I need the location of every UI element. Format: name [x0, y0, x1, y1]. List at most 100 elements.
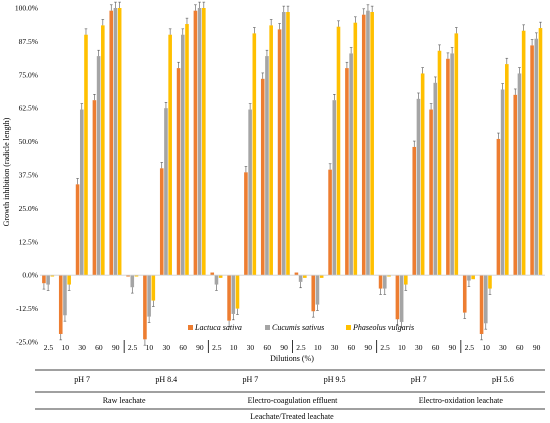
bar: [471, 275, 475, 280]
x-tick-label: 90: [280, 343, 288, 352]
bar: [265, 56, 269, 276]
bar: [517, 73, 522, 276]
bar: [315, 275, 320, 305]
x-tick-label: 2.5: [465, 343, 475, 352]
x-tick-label: 2.5: [212, 343, 222, 352]
bar: [244, 172, 248, 276]
bar: [479, 275, 484, 334]
bar: [513, 94, 518, 276]
bar: [429, 109, 433, 276]
bar: [269, 25, 273, 276]
bar: [534, 38, 539, 276]
bar: [378, 275, 383, 289]
ph-label: pH 7: [411, 375, 427, 384]
y-axis-ticks: 100.0% 87.5% 75.0% 62.5% 50.0% 37.5% 25.0% 12.5…: [15, 4, 38, 347]
x-tick-label: 10: [62, 343, 70, 352]
y-tick-label: 0.0%: [22, 271, 38, 280]
y-tick-label: -12.5%: [16, 304, 38, 313]
x-tick-label: 90: [365, 343, 373, 352]
bar: [92, 100, 97, 276]
bar: [164, 108, 168, 276]
bar: [412, 146, 417, 276]
bar: [467, 275, 471, 281]
x-tick-label: 90: [533, 343, 541, 352]
bar: [505, 64, 509, 276]
y-tick-label: 100.0%: [15, 4, 38, 13]
x-tick-label: 60: [95, 343, 103, 352]
bar: [147, 275, 151, 317]
ph-label: pH 9.5: [324, 375, 346, 384]
y-tick-label: 50.0%: [19, 137, 38, 146]
bar: [332, 100, 337, 276]
bar: [286, 12, 290, 276]
bar: [277, 29, 282, 276]
bar: [210, 272, 215, 276]
bar: [134, 275, 139, 277]
x-tick-label: 10: [146, 343, 154, 352]
bar: [395, 275, 400, 320]
bar: [50, 275, 55, 277]
bar: [113, 8, 118, 276]
x-tick-label: 2.5: [128, 343, 138, 352]
x-tick-label: 30: [247, 343, 255, 352]
bar: [416, 98, 421, 276]
bar: [231, 275, 236, 314]
bar: [235, 275, 240, 309]
treatment-labels: Raw leachate Electro-coagulation effluent…: [35, 391, 545, 405]
bar: [248, 109, 252, 276]
x-tick-label: 60: [432, 343, 440, 352]
bar: [303, 275, 307, 278]
bottom-title: Leachate/Treated leachate: [250, 412, 334, 421]
bar: [176, 68, 181, 276]
bar: [202, 8, 206, 276]
bar: [109, 10, 114, 276]
bar: [349, 53, 353, 276]
bar: [193, 10, 198, 276]
x-tick-label: 30: [78, 343, 86, 352]
bar: [530, 45, 534, 276]
x-tick-label: 10: [230, 343, 238, 352]
bar: [361, 14, 366, 276]
x-tick-label: 60: [264, 343, 272, 352]
bar: [462, 275, 467, 313]
x-tick-label: 90: [196, 343, 204, 352]
bar: [454, 33, 459, 276]
bar: [218, 275, 223, 278]
bars-layer: [42, 1, 543, 346]
bar: [75, 184, 80, 276]
x-tick-label: 90: [112, 343, 120, 352]
y-tick-label: 25.0%: [19, 204, 38, 213]
bar: [260, 78, 265, 276]
y-axis-title-group: Growth inhibition (radicle length): [2, 117, 11, 226]
treatment-label: Electro-coagulation effluent: [248, 396, 339, 405]
x-tick-label: 10: [314, 343, 322, 352]
x-tick-label: 10: [398, 343, 406, 352]
bar: [143, 275, 147, 340]
legend-label: Phaseolus vulgaris: [352, 323, 414, 332]
ph-label: pH 8.4: [155, 375, 177, 384]
bar: [336, 26, 341, 276]
x-tick-label: 60: [179, 343, 187, 352]
bar: [387, 275, 391, 277]
bar: [496, 138, 501, 276]
treatment-label: Electro-oxidation leachate: [419, 396, 504, 405]
x-tick-label: 10: [482, 343, 490, 352]
bar: [450, 53, 454, 276]
x-axis-tick-labels: 2.5 10 30 60 90 2.5 10 30 60 90 2.5 10 30 60 90 2.5 10 30…: [44, 340, 541, 353]
y-tick-label: 62.5%: [19, 104, 38, 113]
bar: [151, 275, 156, 301]
legend-swatch: [265, 325, 270, 330]
x-tick-label: 90: [449, 343, 457, 352]
x-tick-label: 60: [516, 343, 524, 352]
bar: [252, 33, 257, 276]
bar: [370, 12, 374, 276]
x-tick-label: 2.5: [44, 343, 54, 352]
bar: [366, 10, 370, 276]
bar: [180, 34, 185, 276]
bar: [319, 275, 324, 278]
y-tick-label: 37.5%: [19, 171, 38, 180]
bar: [126, 275, 130, 277]
ph-label: pH 7: [74, 375, 90, 384]
bar: [58, 275, 63, 334]
ph-label: pH 7: [243, 375, 259, 384]
